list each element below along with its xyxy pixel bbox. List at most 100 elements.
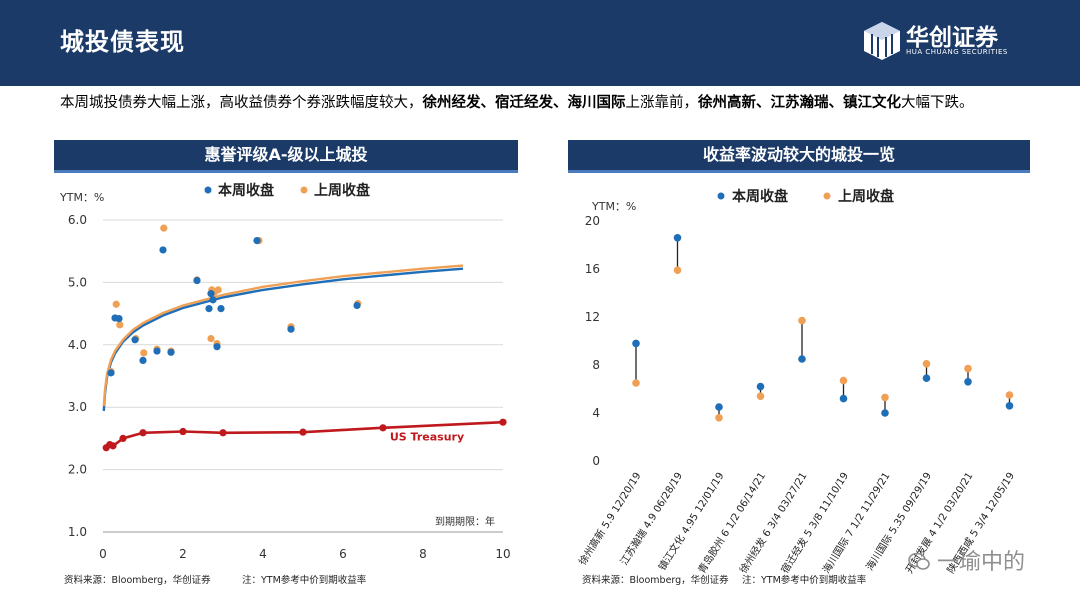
treasury-point: [299, 428, 307, 436]
company-logo: 华创证券 HUA CHUANG SECURITIES: [862, 18, 1032, 66]
legend-label: 本周收盘: [732, 188, 788, 205]
this-week-point: [715, 403, 723, 411]
fit-curve-last-week: [102, 264, 464, 407]
y-axis-label: YTM：%: [591, 200, 636, 213]
x-tick-label: 8: [419, 547, 427, 561]
this-week-point: [205, 305, 213, 313]
this-week-point: [193, 276, 201, 285]
right-note: 注：YTM参考中价到期收益率: [742, 575, 867, 586]
legend-label: 上周收盘: [838, 188, 894, 205]
y-axis-label: YTM：%: [59, 191, 104, 204]
treasury-point: [179, 427, 187, 436]
last-week-point: [207, 334, 215, 343]
treasury-point: [219, 429, 227, 437]
y-tick-label: 20: [585, 214, 600, 228]
summary-seg3: 大幅下跌。: [901, 95, 974, 111]
y-tick-label: 16: [585, 262, 600, 276]
last-week-point: [881, 393, 889, 402]
x-axis-label: 到期期限：年: [435, 515, 495, 528]
x-tick-label: 6: [339, 547, 347, 561]
this-week-point: [209, 296, 217, 304]
this-week-point: [798, 355, 806, 363]
logo-name-cn: 华创证券: [906, 25, 998, 51]
this-week-point: [353, 301, 361, 310]
this-week-point: [159, 246, 167, 254]
legend-label: 本周收盘: [218, 182, 274, 199]
this-week-point: [107, 369, 115, 377]
y-tick-label: 8: [592, 358, 600, 372]
x-tick-label: 4: [259, 547, 267, 561]
treasury-point: [379, 424, 387, 432]
last-week-point: [839, 376, 848, 385]
last-week-point: [715, 414, 723, 422]
summary-bold2: 徐州高新、江苏瀚瑞、镇江文化: [698, 95, 901, 111]
last-week-point: [140, 349, 148, 357]
left-chart-title: 惠誉评级A-级以上城投: [54, 140, 518, 173]
y-tick-label: 4.0: [68, 338, 87, 352]
x-tick-label: 2: [179, 547, 187, 561]
header-bar: 城投债表现 华创证券 HUA CHUANG SECURITIES: [0, 0, 1080, 86]
treasury-point: [109, 442, 117, 450]
this-week-point: [881, 409, 889, 417]
last-week-point: [160, 224, 168, 232]
treasury-label: US Treasury: [390, 430, 464, 443]
logo-cube-icon: [864, 22, 900, 60]
x-tick-label: 10: [495, 547, 510, 561]
last-week-point: [214, 286, 222, 294]
y-tick-label: 6.0: [68, 213, 87, 227]
treasury-point: [119, 434, 127, 442]
summary-text: 本周城投债券大幅上涨，高收益债券个券涨跌幅度较大，徐州经发、宿迁经发、海川国际上…: [60, 92, 1030, 114]
fit-curve-this-week: [102, 267, 464, 411]
y-tick-label: 4: [592, 406, 600, 420]
left-chart: 1.0 2.0 3.0 4.0 5.0 6.0 0 2 4 6 8 10 YTM：% 到期期限：年 本周收盘…: [59, 182, 511, 561]
last-week-point: [798, 316, 806, 325]
summary-seg1: 本周城投债券大幅上涨，高收益债券个券涨跌幅度较大，: [60, 95, 423, 111]
y-tick-label: 5.0: [68, 275, 87, 289]
this-week-point: [253, 236, 261, 245]
this-week-point: [153, 347, 161, 355]
this-week-point: [167, 348, 175, 356]
this-week-point: [115, 314, 123, 323]
this-week-point: [632, 339, 640, 348]
last-week-point: [922, 360, 931, 368]
right-source: 资料来源：Bloomberg，华创证券: [582, 575, 729, 586]
this-week-point: [287, 325, 295, 333]
this-week-point: [213, 343, 221, 351]
left-source: 资料来源：Bloomberg，华创证券: [64, 575, 211, 586]
this-week-point: [1005, 402, 1014, 410]
this-week-point: [756, 382, 765, 391]
this-week-point: [207, 290, 215, 298]
treasury-point: [139, 429, 147, 437]
last-week-point: [756, 392, 765, 400]
legend-marker: [204, 186, 212, 194]
y-tick-label: 12: [585, 310, 600, 324]
wechat-icon: [908, 552, 930, 570]
right-chart-title: 收益率波动较大的城投一览: [568, 140, 1030, 173]
watermark-text: 一瑜中的: [937, 550, 1026, 575]
y-tick-label: 0: [592, 454, 600, 468]
y-tick-label: 1.0: [68, 525, 87, 539]
last-week-point: [632, 379, 640, 387]
this-week-point: [964, 378, 972, 386]
this-week-point: [839, 394, 848, 403]
last-week-point: [116, 321, 124, 329]
last-week-point: [112, 300, 120, 308]
summary-seg2: 上涨靠前，: [625, 95, 699, 111]
watermark: 一瑜中的: [908, 544, 1025, 576]
last-week-point: [964, 364, 972, 373]
y-tick-label: 2.0: [68, 463, 87, 477]
legend-marker: [823, 192, 831, 200]
this-week-point: [217, 305, 225, 313]
this-week-point: [131, 336, 139, 344]
this-week-point: [922, 374, 931, 382]
legend-marker: [300, 186, 308, 194]
x-tick-label: 0: [99, 547, 107, 561]
legend-marker: [717, 192, 725, 200]
page-title: 城投债表现: [60, 28, 185, 56]
this-week-point: [139, 356, 147, 364]
logo-name-en: HUA CHUANG SECURITIES: [906, 48, 1008, 56]
this-week-point: [673, 234, 682, 242]
last-week-point: [1005, 391, 1014, 399]
last-week-point: [673, 266, 682, 274]
